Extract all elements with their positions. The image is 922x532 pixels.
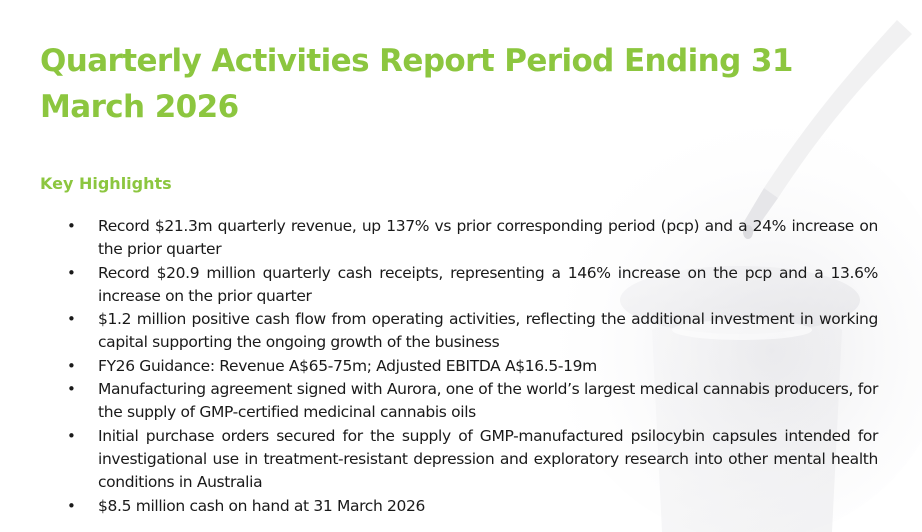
bullet-icon: •: [67, 310, 76, 329]
bullet-icon: •: [67, 263, 76, 282]
highlight-text: Initial purchase orders secured for the …: [98, 426, 878, 492]
highlight-item: • Record $21.3m quarterly revenue, up 13…: [40, 215, 878, 262]
highlight-item: • FY26 Guidance: Revenue A$65-75m; Adjus…: [40, 355, 878, 378]
bullet-icon: •: [67, 356, 76, 375]
bullet-icon: •: [67, 380, 76, 399]
highlight-text: Record $21.3m quarterly revenue, up 137%…: [98, 217, 878, 259]
bullet-icon: •: [67, 426, 76, 445]
highlight-item: • Initial purchase orders secured for th…: [40, 425, 878, 495]
bullet-icon: •: [67, 496, 76, 515]
highlights-list: • Record $21.3m quarterly revenue, up 13…: [40, 215, 878, 518]
highlight-text: Record $20.9 million quarterly cash rece…: [98, 263, 878, 305]
highlight-text: Manufacturing agreement signed with Auro…: [98, 380, 878, 422]
highlight-text: FY26 Guidance: Revenue A$65-75m; Adjuste…: [98, 356, 597, 375]
bullet-icon: •: [67, 217, 76, 235]
key-highlights-heading: Key Highlights: [40, 174, 172, 193]
highlight-item: • Record $20.9 million quarterly cash re…: [40, 262, 878, 309]
highlight-text: $8.5 million cash on hand at 31 March 20…: [98, 496, 426, 515]
report-title: Quarterly Activities Report Period Endin…: [40, 43, 793, 125]
report-page: Quarterly Activities Report Period Endin…: [40, 38, 878, 515]
highlight-text: $1.2 million positive cash flow from ope…: [98, 310, 878, 352]
highlight-item: • Manufacturing agreement signed with Au…: [40, 378, 878, 425]
highlight-item: • $1.2 million positive cash flow from o…: [40, 308, 878, 355]
highlight-item: • $8.5 million cash on hand at 31 March …: [40, 495, 878, 518]
